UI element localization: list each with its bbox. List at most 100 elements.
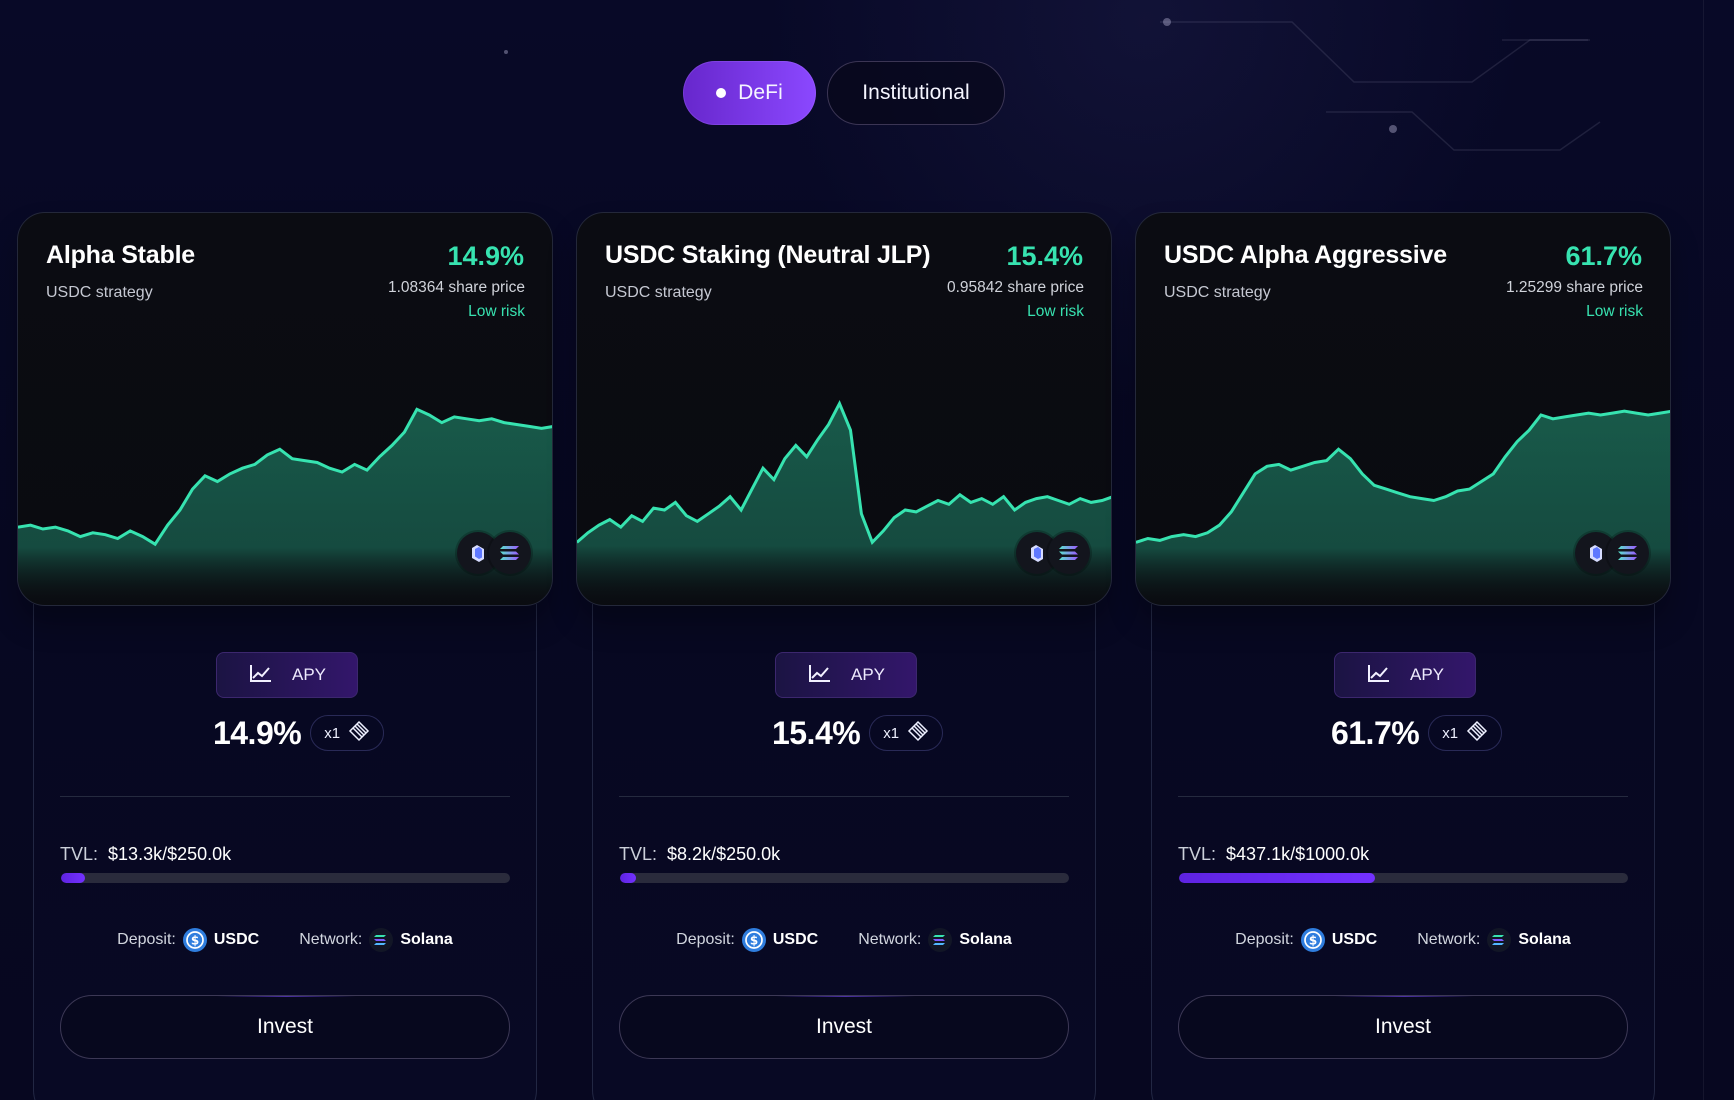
chart-point-0 xyxy=(1136,541,1138,544)
chart-point-16 xyxy=(216,480,219,483)
chart-point-32 xyxy=(415,408,418,411)
chart-point-32 xyxy=(925,505,929,508)
chart-points xyxy=(577,402,1104,544)
tvl-label: TVL: xyxy=(619,844,658,864)
invest-button[interactable]: Invest xyxy=(619,995,1069,1059)
chart-point-41 xyxy=(527,425,531,428)
tvl-value: $13.3k/$250.0k xyxy=(108,844,232,864)
chart-point-4 xyxy=(619,526,622,529)
apy-label: APY xyxy=(1409,665,1445,684)
chart-point-43 xyxy=(1647,413,1650,417)
chart-point-38 xyxy=(490,417,493,420)
protocol-badges xyxy=(1016,532,1090,574)
apy-summary: 61.7% x1 xyxy=(1135,712,1671,754)
chart-point-38 xyxy=(1587,412,1590,415)
strategy-title: USDC Alpha Aggressive xyxy=(1164,241,1447,269)
chart-point-25 xyxy=(328,467,331,470)
chart-point-41 xyxy=(1024,501,1027,504)
chart-point-2 xyxy=(1158,539,1161,542)
invest-button[interactable]: Invest xyxy=(1178,995,1628,1059)
chart-point-26 xyxy=(1444,495,1447,498)
chart-point-36 xyxy=(1563,415,1566,418)
tab-institutional[interactable]: Institutional xyxy=(827,61,1005,125)
strategy-apy-header: 61.7% xyxy=(1565,241,1642,271)
chart-point-12 xyxy=(707,512,710,515)
usdc-icon: $ xyxy=(741,927,767,953)
chart-point-42 xyxy=(540,427,543,430)
multiplier-label: x1 xyxy=(324,724,341,742)
strategy-type-tabs: DeFi Institutional xyxy=(683,61,1005,125)
tvl-label: TVL: xyxy=(60,844,99,864)
chart-point-0 xyxy=(18,526,20,529)
chart-point-18 xyxy=(1349,457,1352,460)
chart-point-17 xyxy=(1337,448,1340,451)
multiplier-badge: x1 xyxy=(1428,715,1503,751)
strategy-card-alpha-stable: Alpha Stable USDC strategy 14.9% 1.08364… xyxy=(17,212,553,1100)
chart-point-37 xyxy=(1575,413,1578,417)
strategy-subtitle: USDC strategy xyxy=(605,284,712,301)
chart-point-38 xyxy=(991,503,994,506)
chart-point-14 xyxy=(729,495,732,498)
tab-defi[interactable]: DeFi xyxy=(683,61,816,125)
deposit-group: Deposit: $ USDC xyxy=(1235,927,1377,953)
apy-chip: APY xyxy=(1334,652,1476,698)
deposit-token: USDC xyxy=(772,931,819,948)
solana-icon xyxy=(1607,532,1649,574)
section-divider xyxy=(619,796,1069,797)
chart-point-2 xyxy=(41,527,45,531)
network-name: Solana xyxy=(400,931,453,948)
chart-point-26 xyxy=(860,512,863,515)
chart-point-28 xyxy=(365,469,369,472)
chart-point-4 xyxy=(66,529,69,532)
protocol-badges xyxy=(1575,532,1649,574)
apy-value: 15.4% xyxy=(771,714,861,751)
chart-point-39 xyxy=(1002,495,1005,498)
chart-line xyxy=(18,407,552,547)
apy-label: APY xyxy=(850,665,886,684)
chart-point-15 xyxy=(739,508,743,512)
chart-point-8 xyxy=(116,537,119,540)
chart-point-3 xyxy=(1170,535,1173,538)
chart-point-28 xyxy=(882,529,885,532)
svg-text:$: $ xyxy=(1309,934,1317,948)
tab-defi-label: DeFi xyxy=(738,81,783,104)
chart-line xyxy=(1136,409,1670,544)
chart-point-36 xyxy=(465,417,468,420)
chart-point-9 xyxy=(129,529,132,532)
strategy-title: Alpha Stable xyxy=(46,241,196,269)
multiplier-label: x1 xyxy=(883,724,900,742)
multiplier-label: x1 xyxy=(1442,724,1459,742)
chart-point-6 xyxy=(1206,531,1209,534)
strategy-card-usdc-alpha-aggressive: USDC Alpha Aggressive USDC strategy 61.7… xyxy=(1135,212,1671,1100)
chart-point-23 xyxy=(303,459,306,462)
chart-point-11 xyxy=(1265,465,1269,468)
chart-point-29 xyxy=(893,516,896,519)
network-label: Network: xyxy=(858,931,922,948)
risk-label: Low risk xyxy=(1027,303,1084,320)
chart-point-12 xyxy=(1277,463,1281,466)
share-price: 1.08364 share price xyxy=(387,279,525,296)
chart-point-35 xyxy=(1551,417,1554,420)
network-label: Network: xyxy=(1417,931,1481,948)
chart-point-43 xyxy=(1046,495,1049,498)
invest-button[interactable]: Invest xyxy=(60,995,510,1059)
chart-icon xyxy=(1366,662,1392,689)
tvl-row: TVL: $437.1k/$1000.0k xyxy=(1178,844,1369,865)
deposit-group: Deposit: $ USDC xyxy=(676,927,818,953)
chart-point-22 xyxy=(291,457,294,460)
network-name: Solana xyxy=(959,931,1012,948)
protocol-badges xyxy=(457,532,531,574)
chart-point-10 xyxy=(685,514,688,517)
chart-point-13 xyxy=(1289,469,1292,472)
usdc-icon: $ xyxy=(182,927,208,953)
solana-icon xyxy=(1048,532,1090,574)
svg-text:$: $ xyxy=(750,934,758,948)
chart-point-7 xyxy=(104,533,107,536)
chart-point-29 xyxy=(1480,480,1483,483)
chart-point-27 xyxy=(871,541,874,544)
chart-point-27 xyxy=(353,463,356,466)
performance-chart xyxy=(18,407,552,605)
strategy-card-usdc-staking: USDC Staking (Neutral JLP) USDC strategy… xyxy=(576,212,1112,1100)
chart-points xyxy=(18,408,543,546)
chart-point-7 xyxy=(1218,524,1221,527)
